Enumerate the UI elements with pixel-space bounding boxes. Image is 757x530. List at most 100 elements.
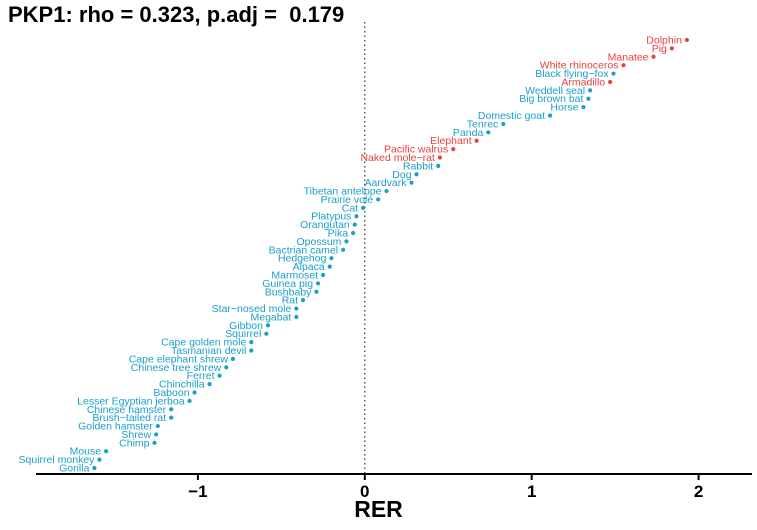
point-label: Weddell seal [525, 85, 585, 97]
point-label: Pika [328, 228, 349, 240]
data-point [436, 163, 441, 168]
point-label: Dolphin [646, 35, 682, 47]
point-label: Rat [282, 295, 298, 307]
point-label: Marmoset [271, 269, 318, 281]
data-point [207, 381, 212, 387]
point-label: Guinea pig [262, 278, 313, 290]
data-point [621, 63, 626, 68]
point-label: Lesser Egyptian jerboa [77, 395, 185, 407]
data-point [192, 390, 197, 395]
point-label: Chinese tree shrew [131, 362, 222, 374]
data-point [684, 37, 690, 43]
data-point [651, 54, 656, 59]
point-label: Squirrel monkey [19, 454, 96, 466]
point-label: Hedgehog [278, 253, 327, 265]
point-label: Aardvark [365, 177, 408, 189]
data-point [611, 71, 616, 76]
point-label: Tasmanian devil [171, 345, 246, 357]
data-point [329, 256, 334, 261]
x-axis-label: RER [354, 496, 403, 522]
data-point [249, 340, 254, 345]
data-point [217, 373, 222, 378]
point-label: Naked mole−rat [360, 152, 434, 164]
data-point [169, 415, 174, 420]
data-point [669, 46, 674, 51]
point-label: Baboon [153, 387, 189, 399]
point-label: Domestic goat [478, 110, 545, 122]
point-label: Gibbon [229, 320, 263, 332]
point-label: Pig [652, 43, 667, 55]
data-point [486, 130, 491, 135]
point-label: Big brown bat [519, 93, 583, 105]
point-label: Bushbaby [265, 286, 312, 298]
data-point [588, 88, 593, 93]
point-label: Dog [392, 169, 411, 181]
point-label: Cat [342, 202, 358, 214]
data-point [501, 121, 506, 127]
data-point [230, 356, 236, 362]
point-label: Star−nosed mole [212, 303, 292, 315]
point-label: Platypus [311, 211, 351, 223]
point-label: Chinese hamster [87, 404, 167, 416]
point-label: Squirrel [225, 328, 261, 340]
data-point [187, 398, 192, 403]
point-label: Opossum [296, 236, 341, 248]
point-label: Manatee [608, 51, 649, 63]
point-label: Elephant [430, 135, 472, 147]
point-label: Mouse [70, 446, 102, 458]
data-point [294, 314, 299, 320]
point-label: Prairie vole [321, 194, 374, 206]
point-label: Black flying−fox [535, 68, 609, 80]
chart-title: PKP1: rho = 0.323, p.adj = 0.179 [8, 2, 345, 27]
point-label: White rhinoceros [540, 60, 619, 72]
x-tick-label: 0 [360, 482, 369, 501]
data-point [327, 264, 332, 269]
x-axis: −1 0 1 2 [36, 473, 752, 501]
data-point [294, 306, 299, 311]
point-label: Chimp [119, 437, 150, 449]
point-label: Megabat [250, 311, 291, 323]
point-label: Golden hamster [78, 421, 153, 433]
data-point [361, 205, 366, 210]
data-point [352, 222, 357, 227]
data-point [581, 105, 586, 110]
point-label: Tibetan antelope [304, 186, 382, 198]
data-point [155, 423, 160, 429]
data-point [376, 197, 381, 202]
data-point [320, 272, 326, 278]
data-point [451, 146, 456, 152]
data-point [315, 281, 321, 286]
point-label: Bactrian camel [269, 244, 338, 256]
data-point [249, 348, 254, 353]
point-label: Horse [550, 102, 578, 114]
point-label: Pacific walrus [384, 144, 448, 156]
data-point [340, 247, 346, 252]
point-label: Chinchilla [159, 379, 205, 391]
data-point [300, 298, 306, 303]
data-point [586, 96, 591, 101]
data-point [351, 230, 356, 236]
point-label: Orangutan [300, 219, 350, 231]
x-tick-label: −1 [188, 482, 207, 501]
point-label: Cape golden mole [161, 337, 246, 349]
data-point [409, 180, 414, 185]
point-label: Panda [453, 127, 484, 139]
data-point [414, 172, 419, 177]
data-point [314, 289, 319, 294]
data-point [152, 440, 157, 445]
data-point [264, 331, 269, 336]
x-tick-label: 1 [527, 482, 536, 501]
data-point [92, 465, 97, 471]
data-point [608, 79, 613, 85]
point-label: Armadillo [561, 76, 605, 88]
point-label: Shrew [121, 429, 151, 441]
data-point [344, 239, 349, 244]
point-label: Gorilla [59, 463, 90, 475]
data-point [154, 432, 159, 437]
data-point [97, 457, 102, 462]
point-label: Alpaca [293, 261, 325, 273]
point-label: Tenrec [467, 118, 499, 130]
data-point [384, 188, 389, 194]
